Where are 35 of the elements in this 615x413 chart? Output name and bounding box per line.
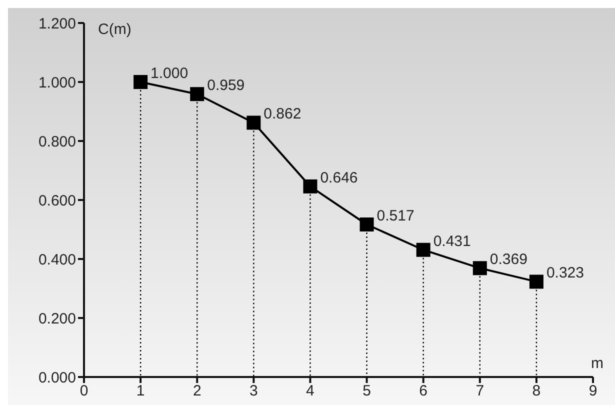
point (190, 87, 204, 102)
data-label: 0.369 (490, 251, 528, 268)
y-tick-label: 0.400 (38, 251, 76, 268)
x-tick-label: 7 (476, 382, 484, 400)
point (246, 116, 261, 130)
data-label: 0.517 (376, 207, 414, 224)
point (360, 217, 374, 232)
y-tick-label: 1.200 (38, 15, 76, 32)
point (416, 242, 430, 257)
x-tick-label: 8 (532, 382, 541, 400)
x-tick-label: 6 (419, 382, 428, 400)
data-label: 0.862 (264, 106, 302, 123)
x-tick-label: 0 (80, 382, 88, 400)
point (303, 179, 318, 194)
x-tick-label: 9 (588, 382, 598, 400)
y-tick-label: 1.000 (38, 74, 76, 92)
x-tick-label: 4 (306, 382, 314, 400)
x-tick-label: 5 (362, 382, 371, 400)
data-label: 0.959 (207, 77, 245, 94)
y-axis-title: C(m) (98, 21, 132, 38)
x-axis-title: m (591, 355, 604, 372)
x-tick-label: 1 (136, 382, 145, 400)
x-tick-label: 2 (192, 382, 202, 400)
point (134, 75, 148, 89)
y-tick-label: 0.200 (38, 310, 76, 328)
data-label: 1.000 (150, 65, 188, 82)
y-tick-label: 0.800 (38, 133, 76, 150)
y-tick-label: 0.600 (38, 192, 76, 210)
data-label: 0.323 (546, 264, 584, 282)
x-tick-label: 3 (249, 382, 258, 400)
y-tick-label: 0.000 (38, 369, 76, 386)
point (529, 274, 544, 289)
point (472, 261, 487, 276)
data-label: 0.646 (320, 169, 358, 186)
data-label: 0.431 (433, 232, 471, 250)
